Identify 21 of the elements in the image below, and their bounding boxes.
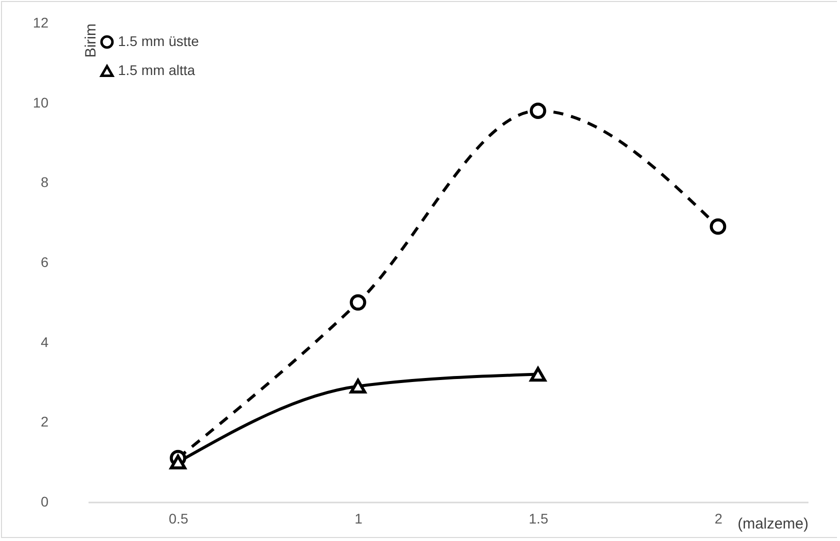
point (530, 102, 546, 120)
x-tick-label: 2 (714, 510, 723, 526)
y-axis-title: Birim (82, 24, 100, 58)
x-tick-label: 1.5 (528, 510, 548, 526)
x-axis-title: (malzeme) (738, 516, 808, 532)
point (350, 294, 366, 311)
point (710, 218, 726, 235)
legend-label: 1.5 mm altta (118, 62, 196, 78)
y-tick-label: 0 (40, 494, 49, 510)
x-tick-label: 0.5 (168, 510, 188, 526)
point (530, 366, 546, 382)
y-tick-label: 2 (40, 414, 49, 430)
y-tick-label: 10 (32, 94, 49, 110)
y-tick-label: 12 (32, 14, 49, 30)
y-tick-label: 8 (40, 174, 49, 190)
y-tick-label: 6 (40, 254, 49, 270)
x-tick-label: 1 (354, 510, 363, 526)
point (170, 454, 186, 470)
point (350, 378, 366, 394)
y-tick-label: 4 (40, 334, 49, 350)
legend-label: 1.5 mm üstte (118, 33, 200, 49)
